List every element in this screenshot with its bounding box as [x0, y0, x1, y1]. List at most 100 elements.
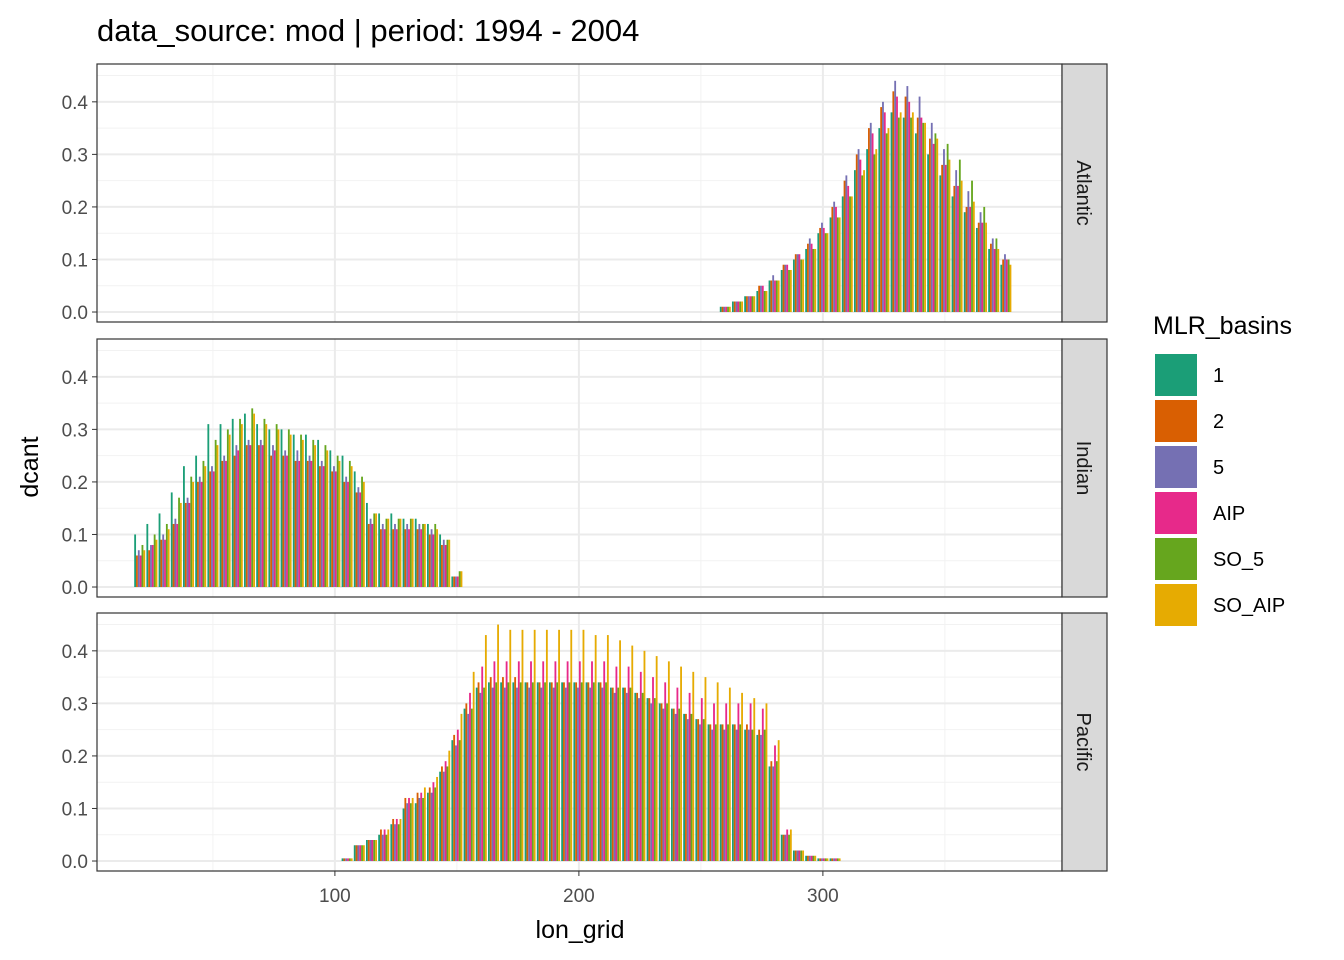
bar	[606, 635, 609, 862]
y-tick-label: 0.2	[62, 198, 88, 219]
bar	[735, 301, 738, 313]
bar	[192, 481, 194, 588]
bar	[810, 855, 813, 862]
bar	[308, 455, 311, 588]
y-axis-label: dcant	[16, 436, 44, 497]
bar	[800, 850, 803, 862]
bar	[359, 492, 362, 588]
bar	[981, 222, 984, 313]
bar	[711, 729, 714, 862]
bar	[765, 703, 768, 862]
bar	[458, 740, 461, 862]
bar	[920, 117, 923, 313]
x-tick-label: 300	[807, 886, 839, 907]
bar	[794, 254, 797, 313]
bar	[298, 460, 301, 588]
bar	[209, 471, 212, 588]
bar	[458, 571, 461, 588]
bar	[735, 729, 738, 862]
bar	[434, 523, 437, 588]
bar	[186, 497, 189, 588]
bar	[585, 682, 588, 862]
bar	[355, 845, 358, 862]
legend-label: 1	[1213, 365, 1224, 387]
bar	[890, 112, 893, 313]
bar	[341, 858, 344, 862]
bar	[685, 713, 687, 862]
bar	[611, 687, 614, 862]
bar	[284, 450, 287, 588]
bar	[251, 408, 254, 588]
bar	[420, 792, 423, 862]
strip-label: Indian	[1072, 441, 1094, 496]
bar	[568, 682, 571, 862]
bar	[622, 687, 625, 862]
bar	[516, 687, 518, 862]
bar	[416, 529, 419, 588]
bar	[810, 243, 813, 313]
bar	[578, 661, 581, 862]
bar	[744, 729, 747, 862]
bar	[524, 682, 527, 862]
x-tick-label: 100	[319, 886, 351, 907]
bar	[143, 550, 146, 588]
bar	[641, 692, 644, 862]
bar	[265, 424, 268, 588]
bar	[394, 523, 396, 588]
bar	[306, 460, 309, 588]
bar	[390, 824, 393, 862]
bar	[829, 858, 832, 862]
bar	[247, 439, 250, 588]
bar	[721, 306, 724, 313]
bar	[699, 724, 701, 862]
bar	[868, 128, 870, 313]
bar	[460, 713, 463, 862]
bar	[455, 745, 457, 862]
bar	[697, 719, 700, 862]
bar	[528, 687, 531, 862]
bar	[253, 413, 255, 588]
bar	[739, 301, 742, 313]
bar	[395, 818, 398, 862]
bar	[709, 724, 712, 862]
bar	[643, 650, 646, 862]
bar	[838, 858, 841, 862]
bar	[380, 829, 382, 862]
bar	[558, 629, 560, 862]
bar	[373, 513, 376, 588]
bar	[444, 761, 447, 862]
bar	[202, 460, 205, 588]
bar	[453, 734, 456, 862]
bar	[634, 692, 637, 862]
bar	[725, 703, 728, 862]
bar	[294, 460, 297, 588]
strip	[1061, 612, 1108, 872]
bar	[165, 523, 168, 588]
bar	[343, 858, 346, 862]
bar	[664, 682, 667, 862]
bar	[636, 692, 639, 862]
bar	[402, 808, 405, 862]
bar	[792, 259, 795, 313]
bar	[812, 248, 815, 313]
bar	[744, 296, 747, 313]
bar	[863, 170, 865, 313]
bar	[723, 729, 726, 862]
bar	[605, 682, 607, 862]
bar	[833, 201, 836, 313]
strip-label: Pacific	[1072, 713, 1094, 772]
bar	[725, 306, 728, 313]
bar	[660, 703, 663, 862]
bar	[882, 101, 884, 313]
bar	[423, 787, 426, 862]
bar	[359, 845, 362, 862]
bar	[788, 834, 790, 862]
bar	[256, 424, 259, 588]
bar	[134, 534, 137, 588]
bar	[824, 233, 827, 313]
bar	[292, 434, 295, 588]
bar	[439, 771, 442, 862]
bar	[460, 571, 463, 588]
bar	[275, 424, 278, 588]
bar	[836, 858, 839, 862]
